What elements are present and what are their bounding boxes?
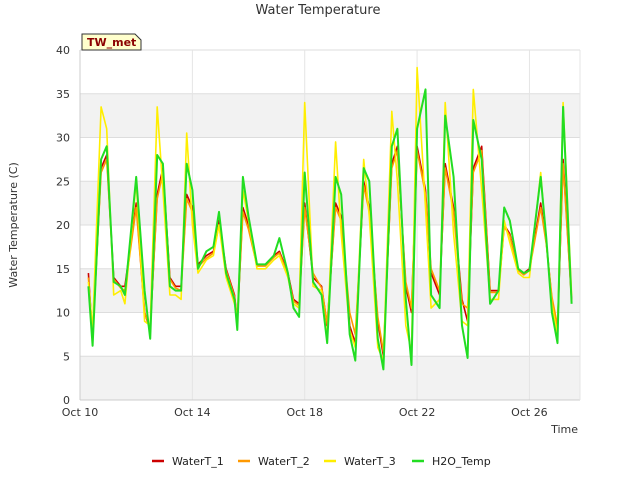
legend-label-WaterT_3: WaterT_3 — [344, 455, 396, 468]
legend-label-WaterT_1: WaterT_1 — [172, 455, 224, 468]
y-tick-label: 35 — [56, 88, 70, 101]
y-axis-label: Water Temperature (C) — [7, 162, 20, 287]
x-tick-label: Oct 14 — [174, 406, 211, 419]
y-tick-label: 5 — [63, 350, 70, 363]
plot-band — [80, 356, 580, 400]
x-tick-label: Oct 18 — [286, 406, 323, 419]
site-badge: TW_met — [81, 33, 142, 51]
plot-band — [80, 312, 580, 357]
y-tick-label: 15 — [56, 263, 70, 276]
y-tick-labels: 0 5 10 15 20 25 30 35 40 — [56, 44, 70, 407]
axes — [79, 50, 581, 401]
legend: WaterT_1 WaterT_2 WaterT_3 H2O_Temp — [152, 455, 491, 468]
x-tick-label: Oct 10 — [62, 406, 99, 419]
y-tick-label: 0 — [63, 394, 70, 407]
y-tick-label: 25 — [56, 175, 70, 188]
plot-band — [80, 93, 580, 138]
x-tick-label: Oct 26 — [511, 406, 548, 419]
badge-box — [81, 33, 142, 51]
badge-label: TW_met — [87, 36, 136, 49]
y-tick-label: 20 — [56, 219, 70, 232]
chart-title: Water Temperature — [256, 3, 381, 18]
legend-label-WaterT_2: WaterT_2 — [258, 455, 310, 468]
y-tick-label: 40 — [56, 44, 70, 57]
x-tick-label: Oct 22 — [399, 406, 436, 419]
legend-label-H2O_Temp: H2O_Temp — [432, 455, 491, 468]
series-lines — [87, 66, 573, 371]
x-tick-labels: Oct 10 Oct 14 Oct 18 Oct 22 Oct 26 — [62, 406, 548, 419]
series-line-H2O_Temp — [87, 88, 573, 371]
plot-band — [80, 50, 580, 94]
y-tick-label: 30 — [56, 132, 70, 145]
y-tick-label: 10 — [56, 307, 70, 320]
x-axis-label: Time — [550, 423, 578, 436]
